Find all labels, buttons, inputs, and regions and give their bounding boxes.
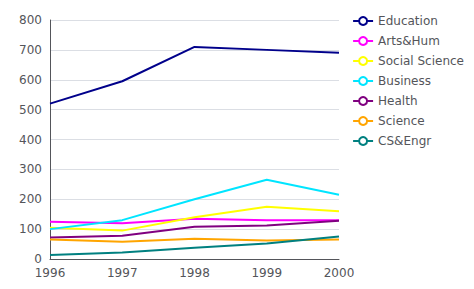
svg-text:Science: Science bbox=[378, 114, 425, 128]
svg-text:200: 200 bbox=[19, 192, 42, 206]
svg-text:700: 700 bbox=[19, 43, 42, 57]
svg-text:Health: Health bbox=[378, 94, 417, 108]
svg-text:Social Science: Social Science bbox=[378, 54, 464, 68]
svg-text:800: 800 bbox=[19, 13, 42, 27]
svg-text:2000: 2000 bbox=[324, 266, 355, 280]
svg-text:500: 500 bbox=[19, 103, 42, 117]
svg-text:300: 300 bbox=[19, 162, 42, 176]
svg-text:CS&Engr: CS&Engr bbox=[378, 134, 431, 148]
svg-text:400: 400 bbox=[19, 133, 42, 147]
svg-text:1996: 1996 bbox=[35, 266, 66, 280]
svg-text:Arts&Hum: Arts&Hum bbox=[378, 34, 440, 48]
svg-text:Business: Business bbox=[378, 74, 431, 88]
svg-text:1999: 1999 bbox=[251, 266, 282, 280]
svg-text:0: 0 bbox=[34, 252, 42, 266]
svg-text:Education: Education bbox=[378, 14, 438, 28]
svg-text:100: 100 bbox=[19, 222, 42, 236]
svg-text:1997: 1997 bbox=[107, 266, 138, 280]
svg-text:600: 600 bbox=[19, 73, 42, 87]
svg-text:1998: 1998 bbox=[179, 266, 210, 280]
